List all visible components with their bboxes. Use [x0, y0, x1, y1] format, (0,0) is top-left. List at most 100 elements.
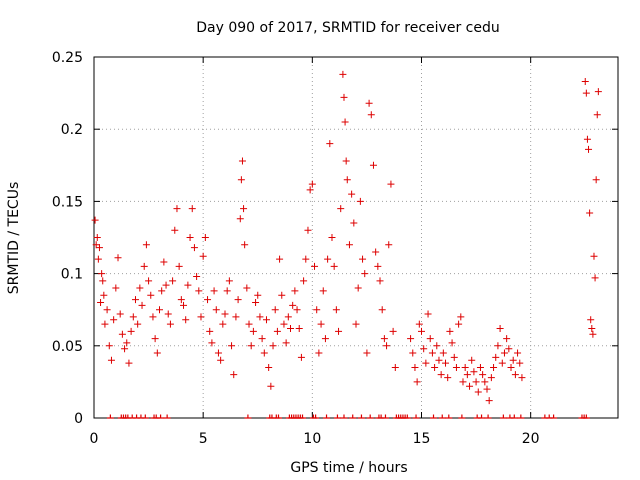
- data-point: [214, 349, 222, 357]
- data-point: [225, 277, 233, 285]
- data-point: [374, 262, 382, 270]
- data-point: [342, 157, 350, 165]
- data-point: [385, 241, 393, 249]
- zero-marker: [244, 414, 252, 419]
- data-point: [511, 371, 519, 379]
- data-point: [503, 335, 511, 343]
- data-point: [356, 197, 364, 205]
- data-point: [125, 359, 133, 367]
- data-point: [280, 320, 288, 328]
- data-point: [496, 324, 504, 332]
- zero-marker: [340, 414, 348, 419]
- zero-marker: [438, 414, 446, 419]
- data-point: [594, 88, 602, 96]
- data-point: [166, 320, 174, 328]
- data-point: [169, 277, 177, 285]
- data-point: [217, 356, 225, 364]
- zero-marker: [141, 414, 149, 419]
- data-point: [590, 252, 598, 260]
- data-point: [173, 205, 181, 213]
- data-point: [446, 327, 454, 335]
- data-point: [195, 287, 203, 295]
- data-point: [452, 363, 460, 371]
- data-point: [201, 234, 209, 241]
- data-point: [468, 356, 476, 364]
- data-point: [350, 219, 358, 227]
- data-point: [287, 324, 294, 332]
- data-point: [463, 371, 471, 379]
- zero-marker: [412, 414, 420, 419]
- data-point: [175, 262, 183, 270]
- data-point: [232, 313, 240, 321]
- x-tick-label: 5: [199, 431, 208, 447]
- data-point: [387, 180, 395, 188]
- data-point: [100, 291, 108, 299]
- data-point: [343, 176, 351, 184]
- data-point: [330, 262, 338, 270]
- y-axis-label: SRMTID / TECUs: [6, 182, 22, 295]
- x-tick-labels: 0 5 10 15 20: [90, 431, 540, 447]
- chart-title: Day 090 of 2017, SRMTID for receiver ced…: [196, 20, 499, 36]
- data-point: [123, 339, 131, 347]
- data-point: [142, 241, 150, 249]
- data-point: [238, 157, 246, 165]
- data-point: [487, 374, 495, 382]
- data-point: [105, 342, 113, 350]
- zero-marker: [517, 414, 525, 419]
- data-point: [582, 89, 590, 97]
- data-point: [459, 378, 467, 386]
- data-point: [418, 327, 425, 335]
- data-point: [295, 324, 303, 332]
- data-point: [197, 313, 205, 321]
- data-point: [439, 349, 447, 357]
- zero-marker: [510, 414, 518, 419]
- data-point: [118, 330, 126, 338]
- data-point: [345, 241, 353, 249]
- data-point: [455, 320, 463, 328]
- data-point: [359, 255, 367, 263]
- zero-marker: [349, 414, 357, 419]
- data-point: [204, 296, 212, 304]
- data-point: [136, 284, 144, 292]
- y-tick-label: 0: [74, 411, 83, 427]
- data-point: [341, 118, 349, 126]
- data-point: [424, 310, 432, 318]
- data-point: [581, 78, 589, 86]
- data-point: [376, 277, 384, 285]
- data-point: [332, 306, 340, 314]
- data-point: [184, 281, 192, 289]
- data-point: [407, 335, 415, 343]
- data-point: [304, 226, 312, 234]
- data-point: [276, 255, 284, 263]
- data-point: [483, 385, 491, 393]
- data-point: [114, 254, 122, 262]
- data-point: [361, 270, 369, 278]
- data-point: [328, 234, 336, 241]
- data-point: [236, 215, 244, 223]
- data-point: [435, 356, 443, 364]
- data-point: [237, 176, 245, 184]
- data-point: [583, 135, 591, 143]
- data-point: [147, 291, 155, 299]
- data-point: [315, 349, 323, 357]
- zero-marker: [366, 414, 374, 419]
- data-point: [230, 371, 238, 379]
- data-point: [240, 205, 248, 213]
- data-point: [319, 287, 327, 295]
- data-point: [383, 342, 391, 350]
- data-point: [221, 310, 229, 318]
- data-point: [208, 339, 216, 347]
- data-point: [380, 335, 388, 343]
- data-point: [188, 205, 196, 213]
- data-point: [151, 335, 159, 343]
- data-points: [91, 70, 602, 405]
- data-point: [282, 339, 290, 347]
- data-point: [591, 274, 599, 282]
- data-point: [156, 306, 163, 314]
- data-point: [448, 339, 456, 347]
- data-point: [254, 291, 262, 299]
- data-point: [103, 306, 111, 314]
- data-point: [297, 353, 305, 361]
- data-point: [293, 306, 301, 314]
